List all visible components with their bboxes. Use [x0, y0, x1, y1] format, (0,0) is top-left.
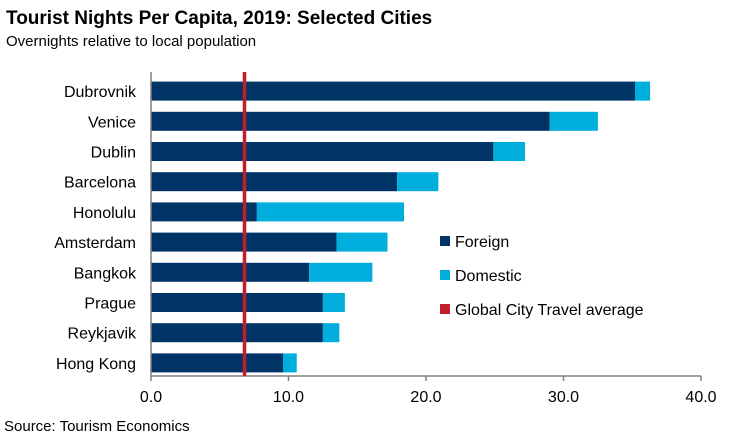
bar-domestic: [283, 353, 297, 373]
chart-title: Tourist Nights Per Capita, 2019: Selecte…: [6, 8, 433, 29]
bar-domestic: [549, 111, 598, 131]
category-label: Honolulu: [73, 205, 136, 222]
x-tick-label: 30.0: [548, 389, 579, 406]
category-label: Bangkok: [74, 265, 137, 282]
legend-swatch: [440, 236, 450, 246]
bar-domestic: [322, 323, 340, 343]
chart-subtitle: Overnights relative to local population: [6, 33, 257, 50]
bar-domestic: [322, 293, 345, 312]
bar-domestic: [256, 202, 404, 222]
x-tick-label: 20.0: [410, 389, 441, 406]
legend-swatch: [440, 304, 450, 314]
bar-domestic: [493, 142, 525, 161]
category-label: Venice: [88, 114, 136, 131]
x-tick-label: 0.0: [140, 389, 162, 406]
category-label: Amsterdam: [54, 235, 136, 252]
category-label: Dubrovnik: [64, 84, 137, 101]
bar-foreign: [151, 202, 257, 222]
bar-foreign: [151, 262, 310, 282]
bar-foreign: [151, 353, 283, 373]
legend-label: Foreign: [455, 234, 509, 251]
bar-foreign: [151, 111, 550, 131]
x-tick-label: 10.0: [273, 389, 304, 406]
bar-foreign: [151, 172, 398, 192]
category-label: Hong Kong: [56, 356, 136, 373]
source-note: Source: Tourism Economics: [4, 418, 190, 435]
bar-domestic: [336, 232, 388, 252]
legend-swatch: [440, 270, 450, 280]
category-label: Dublin: [91, 145, 136, 162]
bar-foreign: [151, 323, 323, 343]
bar-domestic: [635, 81, 651, 101]
category-label: Barcelona: [64, 175, 136, 192]
bar-foreign: [151, 142, 494, 161]
category-label: Reykjavik: [68, 326, 137, 343]
bar-domestic: [309, 262, 373, 282]
bar-domestic: [397, 172, 439, 192]
bar-foreign: [151, 293, 323, 312]
bar-foreign: [151, 81, 635, 101]
category-label: Prague: [84, 296, 136, 313]
legend-label: Global City Travel average: [455, 302, 644, 319]
x-tick-label: 40.0: [685, 389, 716, 406]
legend-label: Domestic: [455, 268, 522, 285]
